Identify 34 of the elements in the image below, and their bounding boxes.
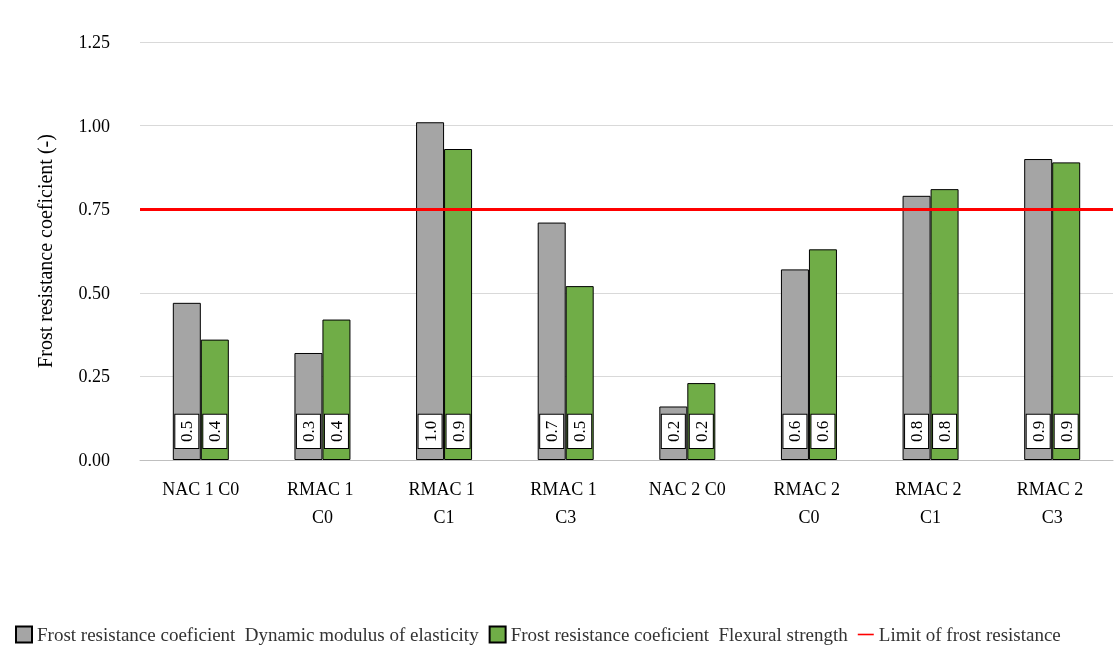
x-tick-label: RMAC 1 C0 [286, 479, 358, 527]
data-label: 0.8 [935, 420, 955, 442]
x-tick-label: RMAC 2 C0 [773, 479, 845, 527]
legend-label: Frost resistance coeficient Flexural strength [510, 624, 849, 645]
data-label: 1.0 [420, 420, 440, 442]
data-label: 0.5 [570, 420, 590, 442]
data-label: 0.9 [1056, 420, 1076, 442]
y-tick-label: 1.00 [78, 115, 110, 136]
data-label: 0.3 [298, 420, 318, 442]
x-tick-label: NAC 2 C0 [648, 479, 726, 499]
legend-label: Limit of frost resistance [878, 624, 1061, 645]
x-tick-label: NAC 1 C0 [162, 479, 240, 499]
data-label: 0.6 [813, 420, 833, 442]
y-tick-label: 1.25 [78, 32, 110, 52]
data-label: 0.5 [177, 420, 197, 442]
data-label: 0.8 [907, 420, 927, 442]
legend-label: Frost resistance coeficient Dynamic modulus of elasticity [37, 624, 480, 645]
x-tick-label: RMAC 1 C3 [530, 479, 602, 527]
y-tick-label: 0.50 [78, 282, 110, 303]
y-tick-label: 0.00 [78, 450, 110, 470]
data-label: 0.2 [663, 420, 683, 442]
data-label: 0.4 [326, 420, 346, 442]
x-tick-label: RMAC 2 C3 [1016, 479, 1088, 527]
y-tick-label: 0.75 [78, 199, 110, 220]
y-tick-label: 0.25 [78, 366, 110, 387]
data-label: 0.9 [1028, 420, 1048, 442]
x-tick-label: RMAC 1 C1 [408, 479, 480, 527]
data-label: 0.6 [785, 420, 805, 442]
x-tick-label: RMAC 2 C1 [895, 479, 967, 527]
data-label: 0.4 [205, 420, 225, 442]
data-label: 0.7 [542, 420, 562, 442]
y-axis-title: Frost resistance coeficient (-) [34, 134, 57, 368]
data-label: 0.9 [448, 420, 468, 442]
data-label: 0.2 [691, 420, 711, 442]
